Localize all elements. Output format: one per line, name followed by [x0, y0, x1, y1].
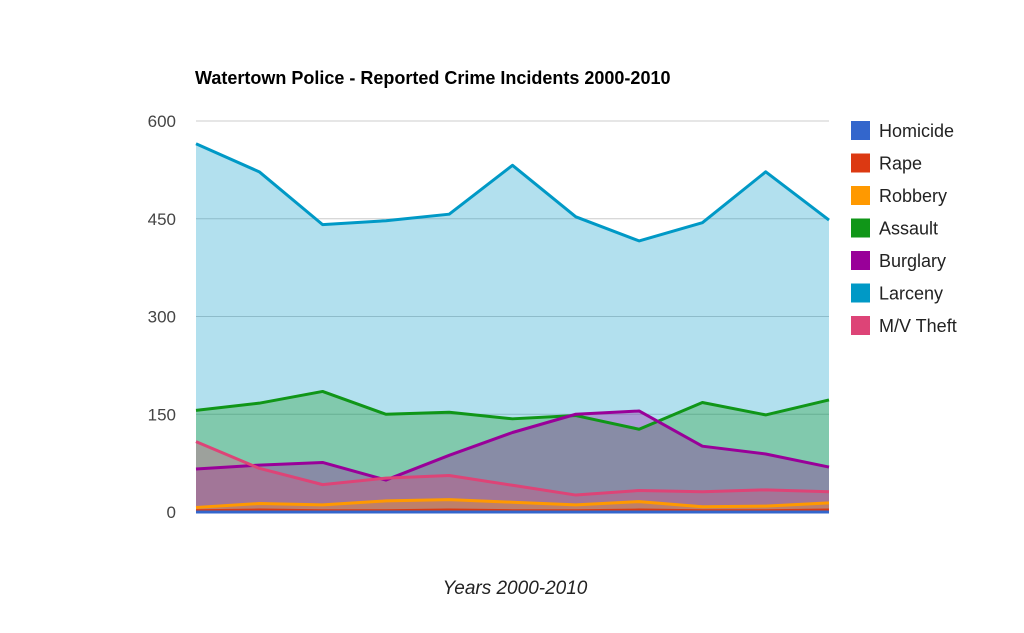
y-tick-label: 0 [167, 503, 176, 522]
legend-swatch-assault [851, 218, 870, 238]
chart-title: Watertown Police - Reported Crime Incide… [195, 68, 670, 88]
legend: Homicide Rape Robbery Assault Burglary Larcen… [851, 121, 957, 336]
legend-label-assault: Assault [879, 219, 938, 239]
y-axis-ticks: 0 150 300 450 600 [148, 112, 176, 522]
legend-swatch-homicide [851, 121, 870, 140]
legend-swatch-larceny [851, 283, 870, 303]
legend-label-larceny: Larceny [879, 284, 943, 304]
area-m-v-theft [196, 441, 829, 512]
y-tick-label: 150 [148, 405, 176, 424]
legend-swatch-burglary [851, 251, 870, 270]
y-tick-label: 450 [148, 210, 176, 229]
legend-swatch-m-v-theft [851, 316, 870, 335]
area-larceny [196, 143, 829, 512]
y-tick-label: 600 [148, 112, 176, 131]
legend-label-burglary: Burglary [879, 251, 946, 271]
legend-label-rape: Rape [879, 154, 922, 174]
series-lines [195, 142, 830, 514]
legend-swatch-rape [851, 153, 870, 173]
area-burglary [196, 410, 829, 512]
legend-swatch-robbery [851, 186, 870, 205]
legend-label-homicide: Homicide [879, 121, 954, 141]
x-axis-label: Years 2000-2010 [443, 578, 588, 599]
y-tick-label: 300 [148, 308, 176, 327]
legend-label-robbery: Robbery [879, 186, 947, 206]
legend-label-m-v-theft: M/V Theft [879, 316, 957, 336]
